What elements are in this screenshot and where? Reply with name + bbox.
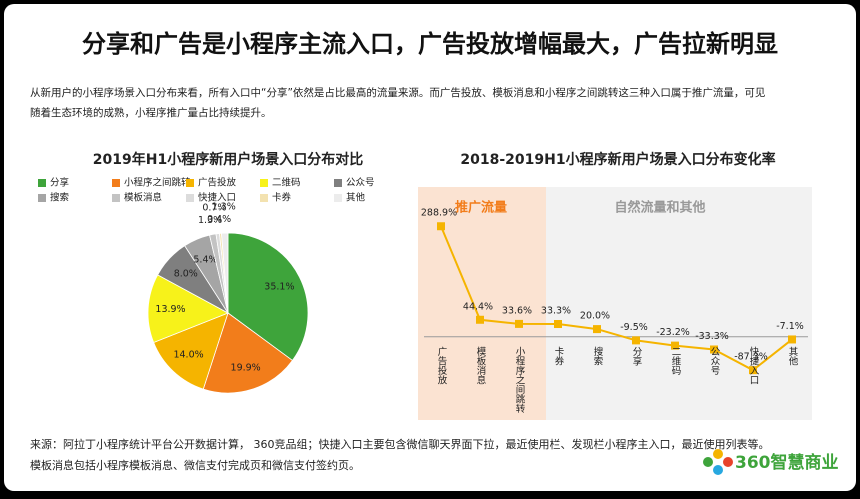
value-label: 33.3%	[541, 306, 571, 317]
legend-label: 广告投放	[198, 177, 237, 189]
slice-label: 1.3%	[212, 202, 236, 213]
footnote: 模板消息包括小程序模板消息、微信支付完成页和微信支付签约页。	[30, 458, 360, 472]
x-tick-label: 公众号	[709, 347, 721, 376]
value-label: -87.3%	[734, 352, 768, 363]
value-label: 288.9%	[421, 208, 457, 219]
x-tick-label: 二维码	[670, 347, 682, 376]
x-tick-label: 其他	[787, 347, 799, 367]
pie-title: 2019年H1小程序新用户场景入口分布对比	[93, 151, 363, 168]
legend-swatch	[186, 194, 194, 202]
legend-label: 其他	[346, 192, 366, 204]
slice-label: 35.1%	[264, 282, 294, 293]
x-tick-label: 小程序之间跳转	[514, 347, 526, 414]
slice-label: 8.0%	[174, 268, 198, 279]
point	[788, 335, 796, 344]
line	[440, 225, 793, 372]
slice-label: 0.4%	[207, 214, 231, 225]
point	[476, 315, 484, 324]
point	[710, 345, 718, 354]
slice-label: 14.0%	[173, 349, 203, 360]
point	[437, 222, 445, 231]
value-label: -7.1%	[776, 321, 804, 332]
slice-label: 1.3%	[198, 215, 222, 226]
logo-icon	[703, 449, 733, 475]
pie-slice	[153, 312, 229, 390]
legend-swatch	[38, 194, 46, 202]
value-label: -33.3%	[695, 331, 729, 342]
x-tick-label: 广告投放	[436, 346, 448, 386]
pie-slice	[202, 312, 293, 394]
pie-slice	[227, 232, 309, 361]
legend-label: 小程序之间跳转	[124, 177, 191, 189]
value-label: 20.0%	[580, 311, 610, 322]
value-label: -9.5%	[620, 322, 648, 333]
legend-swatch	[186, 179, 194, 187]
legend-label: 搜索	[50, 192, 69, 204]
legend-swatch	[260, 179, 268, 187]
x-tick-label: 模板消息	[475, 346, 487, 385]
legend-label: 分享	[50, 177, 69, 189]
legend-label: 公众号	[346, 178, 375, 189]
value-label: 44.4%	[463, 301, 493, 312]
slide-title: 分享和广告是小程序主流入口，广告投放增幅最大，广告拉新明显	[82, 30, 778, 58]
footnote: 来源：阿拉丁小程序统计平台公开数据计算， 360竞品组；快捷入口主要包含微信聊天…	[30, 437, 770, 451]
legend-label: 卡券	[272, 192, 292, 204]
x-tick-label: 快捷入口	[748, 346, 760, 385]
legend-label: 模板消息	[124, 192, 162, 204]
slice-label: 0.7%	[202, 202, 226, 213]
slice-label: 5.4%	[193, 254, 217, 265]
x-tick-label: 搜索	[592, 346, 604, 366]
legend-swatch	[334, 194, 342, 202]
legend-swatch	[112, 179, 120, 187]
slice-label: 19.9%	[231, 362, 261, 373]
value-label: 33.6%	[502, 305, 532, 316]
x-tick-label: 卡券	[553, 346, 565, 367]
logo-text: 360智慧商业	[735, 452, 839, 473]
intro-line: 随着生态环境的成熟，小程序推广量占比持续提升。	[30, 106, 272, 119]
slice-label: 13.9%	[155, 304, 185, 315]
line-title: 2018-2019H1小程序新用户场景入口分布变化率	[460, 151, 775, 168]
pie-slice	[147, 274, 229, 343]
legend-swatch	[260, 194, 268, 202]
point	[554, 320, 562, 329]
region-label: 自然流量和其他	[614, 200, 705, 216]
intro-line: 从新用户的小程序场景入口分布来看，所有入口中“分享”依然是占比最高的流量来源。而…	[30, 86, 765, 99]
legend-swatch	[112, 194, 120, 202]
region-label: 推广流量	[455, 200, 507, 216]
value-label: -23.2%	[656, 327, 690, 338]
pie-slice	[221, 232, 229, 314]
point	[671, 341, 679, 350]
point	[749, 366, 757, 375]
point	[632, 336, 640, 345]
point	[515, 319, 523, 328]
x-tick-label: 分享	[631, 347, 643, 366]
legend-label: 二维码	[272, 177, 301, 189]
legend-label: 快捷入口	[198, 192, 236, 204]
natural-region	[546, 187, 812, 420]
legend-swatch	[38, 179, 46, 187]
point	[593, 325, 601, 334]
legend-swatch	[334, 179, 342, 187]
